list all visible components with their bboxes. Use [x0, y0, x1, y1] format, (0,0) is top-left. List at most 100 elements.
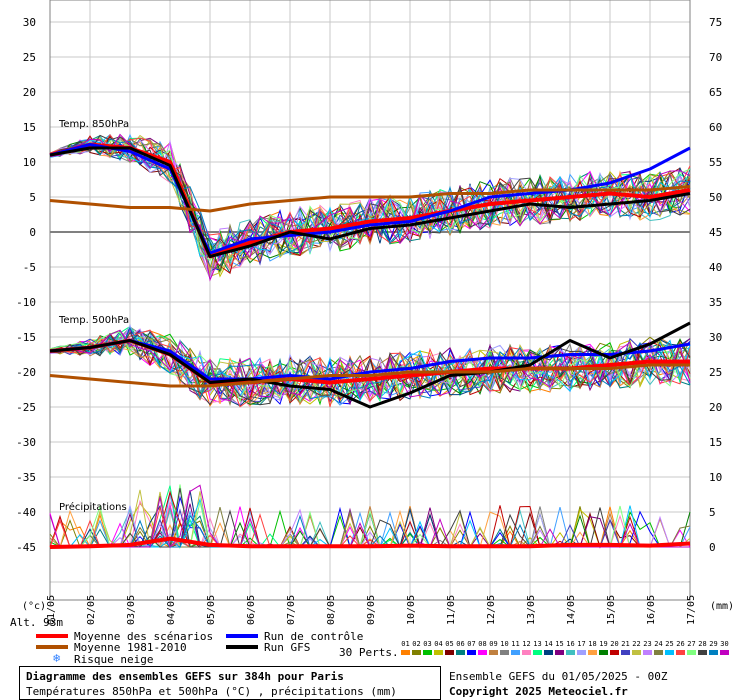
series-t850-ff0000	[49, 142, 691, 259]
pert-legend-swatch	[489, 650, 498, 655]
y-right-tick-label: 40	[709, 261, 722, 274]
pert-legend-swatch	[599, 650, 608, 655]
pert-legend-item: 14	[544, 640, 553, 648]
series-t850-b05000	[49, 185, 691, 213]
pert-legend-item: 30	[720, 640, 729, 648]
pert-legend-item: 18	[588, 640, 597, 648]
pert-legend-item: 04	[434, 640, 443, 648]
y-left-tick-label: -40	[16, 506, 36, 519]
x-tick-label: 09/05	[366, 595, 377, 625]
pert-legend-item: 17	[577, 640, 586, 648]
pert-legend-swatch	[423, 650, 432, 655]
section-label-t850: Temp. 850hPa	[58, 119, 129, 130]
pert-legend-swatch	[676, 650, 685, 655]
x-axis-unit-left: (°c)	[22, 601, 46, 612]
y-right-tick-label: 65	[709, 86, 722, 99]
section-label-precip: Précipitations	[59, 501, 127, 513]
x-tick-label: 14/05	[566, 595, 577, 625]
y-right-tick-label: 70	[709, 51, 722, 64]
perturbation-legend: 01 02 03 04 05 06 07 08 09 10 11 12 13 14 15 16 17 18 19 20…	[400, 640, 732, 658]
pert-legend-swatch	[665, 650, 674, 655]
x-tick-label: 04/05	[166, 595, 177, 625]
pert-legend-item: 09	[489, 640, 498, 648]
x-tick-label: 02/05	[86, 595, 97, 625]
pert-legend-swatch	[654, 650, 663, 655]
pert-legend-swatch	[511, 650, 520, 655]
y-left-tick-label: 10	[23, 156, 36, 169]
pert-legend-swatch	[467, 650, 476, 655]
x-tick-label: 01/05	[46, 595, 57, 625]
grid	[49, 0, 691, 601]
pert-legend-item: 11	[511, 640, 520, 648]
pert-legend-item: 21	[621, 640, 630, 648]
x-axis-unit-right: (mm)	[710, 601, 734, 612]
pert-legend-swatch	[632, 650, 641, 655]
y-right-tick-label: 5	[709, 506, 716, 519]
pert-legend-item: 13	[533, 640, 542, 648]
pert-legend-swatch	[522, 650, 531, 655]
pert-legend-swatch	[588, 650, 597, 655]
series-t850-000000	[49, 146, 691, 258]
y-right-tick-label: 15	[709, 436, 722, 449]
series-lines	[49, 142, 691, 549]
pert-legend-item: 16	[566, 640, 575, 648]
x-tick-label: 06/05	[246, 595, 257, 625]
x-tick-label: 08/05	[326, 595, 337, 625]
legend-gfs-label: Run GFS	[264, 641, 311, 654]
pert-legend-item: 26	[676, 640, 685, 648]
pert-legend-swatch	[698, 650, 707, 655]
pert-legend-swatch	[566, 650, 575, 655]
plot-frame	[49, 0, 691, 601]
x-tick-label: 07/05	[286, 595, 297, 625]
legend-gfs-swatch	[226, 645, 258, 649]
run-info: Ensemble GEFS du 01/05/2025 - 00Z	[449, 670, 668, 683]
pert-legend-swatch	[577, 650, 586, 655]
legend-climo-swatch	[36, 645, 68, 649]
legend-snow-label: Risque neige	[74, 653, 154, 666]
x-tick-label: 15/05	[606, 595, 617, 625]
series-t850-0000ff	[49, 143, 691, 255]
legend-control-swatch	[226, 634, 258, 638]
legend-mean-swatch	[36, 634, 68, 638]
perturbation-line	[49, 141, 691, 259]
y-right-tick-label: 60	[709, 121, 722, 134]
pert-legend-item: 01	[401, 640, 410, 648]
snowflake-icon: ❄	[53, 651, 61, 665]
pert-legend-item: 23	[643, 640, 652, 648]
pert-legend-item: 15	[555, 640, 564, 648]
perturbation-line	[49, 339, 691, 408]
section-label-t500: Temp. 500hPa	[58, 315, 129, 326]
pert-legend-item: 03	[423, 640, 432, 648]
x-tick-label: 11/05	[446, 595, 457, 625]
y-right-tick-label: 75	[709, 16, 722, 29]
legend-perts-label: 30 Perts.	[339, 646, 399, 659]
y-left-tick-label: 30	[23, 16, 36, 29]
pert-legend-item: 06	[456, 640, 465, 648]
series-t500-0000ff	[49, 339, 691, 381]
pert-legend-swatch	[643, 650, 652, 655]
perturbation-line	[49, 329, 691, 408]
pert-legend-item: 28	[698, 640, 707, 648]
y-left-tick-label: 20	[23, 86, 36, 99]
legend-control-label: Run de contrôle	[264, 630, 364, 643]
chart-title-box: Diagramme des ensembles GEFS sur 384h po…	[19, 666, 441, 700]
y-left-tick-label: -20	[16, 366, 36, 379]
y-right-tick-label: 30	[709, 331, 722, 344]
pert-legend-swatch	[401, 650, 410, 655]
y-left-tick-label: 15	[23, 121, 36, 134]
pert-legend-item: 25	[665, 640, 674, 648]
y-right-tick-label: 20	[709, 401, 722, 414]
y-right-tick-label: 0	[709, 541, 716, 554]
pert-legend-swatch	[434, 650, 443, 655]
legend-mean-label: Moyenne des scénarios	[74, 630, 214, 643]
pert-legend-item: 07	[467, 640, 476, 648]
pert-legend-item: 02	[412, 640, 421, 648]
x-tick-label: 05/05	[206, 595, 217, 625]
x-tick-label: 13/05	[526, 595, 537, 625]
legend-climo-label: Moyenne 1981-2010	[74, 641, 187, 654]
pert-legend-swatch	[720, 650, 729, 655]
y-left-tick-label: -35	[16, 471, 36, 484]
pert-legend-swatch	[445, 650, 454, 655]
y-left-tick-label: 0	[29, 226, 36, 239]
